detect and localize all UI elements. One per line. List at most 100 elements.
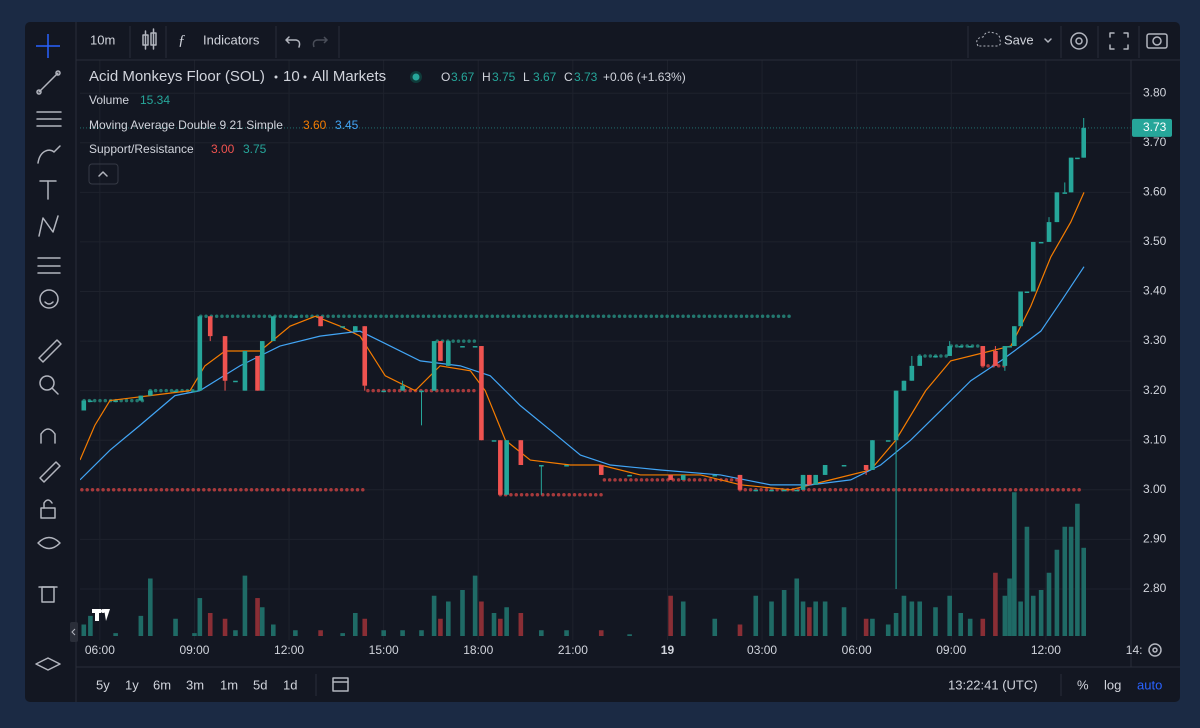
candle-body: [362, 326, 368, 386]
fib-tool[interactable]: [36, 111, 62, 127]
zoom-tool[interactable]: [39, 375, 59, 395]
axis-settings[interactable]: [1148, 643, 1162, 657]
volume-bar: [993, 572, 998, 636]
candle-body: [807, 474, 812, 485]
candle-body: [870, 440, 875, 470]
candle-body: [1024, 291, 1030, 294]
volume-bar: [781, 590, 787, 636]
candle-body: [148, 390, 153, 396]
measure-tool[interactable]: [38, 339, 62, 363]
candle-body: [800, 474, 806, 490]
y-tick-label: 3.70: [1143, 135, 1167, 149]
volume-bar: [1062, 526, 1068, 636]
candle-body: [753, 489, 759, 492]
volume-bar: [270, 624, 276, 636]
candle-body: [138, 395, 144, 401]
fx-icon: ƒ: [178, 32, 186, 48]
candle-body: [980, 346, 986, 366]
trend-line-tool[interactable]: [36, 70, 61, 95]
volume-bar: [340, 633, 345, 636]
volume-bar: [680, 601, 686, 636]
volume-bar: [712, 618, 718, 636]
exchange: All Markets: [312, 68, 386, 85]
y-tick-label: 3.80: [1143, 85, 1167, 99]
date-range[interactable]: [332, 677, 349, 692]
pattern-tool[interactable]: [38, 215, 59, 237]
x-tick-label: 09:00: [936, 643, 966, 657]
volume-bar: [909, 601, 915, 636]
range-button[interactable]: 1m: [220, 677, 238, 692]
brush-tool[interactable]: [37, 145, 61, 164]
range-button[interactable]: 6m: [153, 677, 171, 692]
y-tick-label: 2.80: [1143, 581, 1167, 595]
y-tick-label: 3.50: [1143, 234, 1167, 248]
log-toggle[interactable]: log: [1104, 677, 1121, 692]
candle-body: [967, 346, 973, 348]
volume-bar: [518, 613, 524, 636]
lock-tool[interactable]: [40, 499, 56, 519]
candle-body: [885, 440, 891, 442]
candle-body: [1012, 326, 1017, 347]
settings[interactable]: [1070, 32, 1088, 50]
fullscreen[interactable]: [1109, 32, 1129, 50]
volume-bar: [233, 630, 238, 636]
stay-drawing[interactable]: [39, 461, 61, 483]
volume-bar: [242, 575, 248, 636]
range-button[interactable]: 3m: [186, 677, 204, 692]
screenshot[interactable]: [1146, 33, 1168, 49]
hide-tool[interactable]: [37, 536, 61, 550]
volume-bar: [794, 578, 800, 636]
candle-body: [841, 465, 847, 467]
candle-body: [993, 350, 998, 366]
collapse-toolbar[interactable]: [70, 622, 78, 642]
candle-body: [491, 440, 497, 442]
prediction-tool[interactable]: [37, 257, 61, 274]
candle-body: [909, 365, 915, 381]
volume-bar: [400, 630, 405, 636]
range-button[interactable]: 5d: [253, 677, 267, 692]
volume-bar: [479, 601, 484, 636]
candle-body: [737, 474, 743, 490]
trash-tool[interactable]: [38, 586, 58, 603]
volume-bar: [598, 630, 604, 636]
emoji-tool[interactable]: [39, 289, 59, 309]
percent-toggle[interactable]: %: [1077, 677, 1089, 692]
range-button[interactable]: 1y: [125, 677, 139, 692]
volume-bar: [627, 634, 632, 636]
volume-bar: [539, 630, 544, 636]
volume-bar: [255, 598, 260, 636]
volume-label: Volume: [89, 93, 129, 107]
range-button[interactable]: 5y: [96, 677, 110, 692]
resolution: 10: [283, 68, 300, 85]
undo[interactable]: [285, 36, 301, 48]
candle-body: [431, 341, 437, 391]
auto-toggle[interactable]: auto: [1137, 677, 1162, 692]
volume-bar: [192, 633, 197, 636]
candle-body: [242, 350, 248, 391]
candle-body: [293, 316, 298, 318]
magnet-tool[interactable]: [40, 428, 56, 444]
ohlc-key: O: [441, 70, 450, 84]
indicators-button[interactable]: Indicators: [203, 32, 260, 47]
volume-bar: [1030, 595, 1036, 636]
redo: [312, 36, 329, 48]
collapse-legend[interactable]: [88, 163, 119, 185]
last-price-label: 3.73: [1143, 120, 1167, 134]
range-button[interactable]: 1d: [283, 677, 297, 692]
text-tool[interactable]: [39, 180, 57, 200]
candle-body: [207, 316, 213, 337]
candle-body: [255, 355, 260, 391]
volume-bar: [381, 630, 386, 636]
crosshair-tool[interactable]: [36, 34, 60, 58]
interval[interactable]: 10m: [90, 32, 115, 47]
volume-bar: [1075, 503, 1080, 636]
chart-type[interactable]: [142, 28, 157, 50]
volume-bar: [893, 613, 899, 636]
x-tick-label: 06:00: [842, 643, 872, 657]
volume-bar: [81, 624, 87, 636]
object-tree[interactable]: [35, 657, 61, 671]
save-button[interactable]: Save: [1004, 32, 1034, 47]
save-menu[interactable]: [1044, 38, 1052, 43]
candle-body: [813, 474, 818, 485]
